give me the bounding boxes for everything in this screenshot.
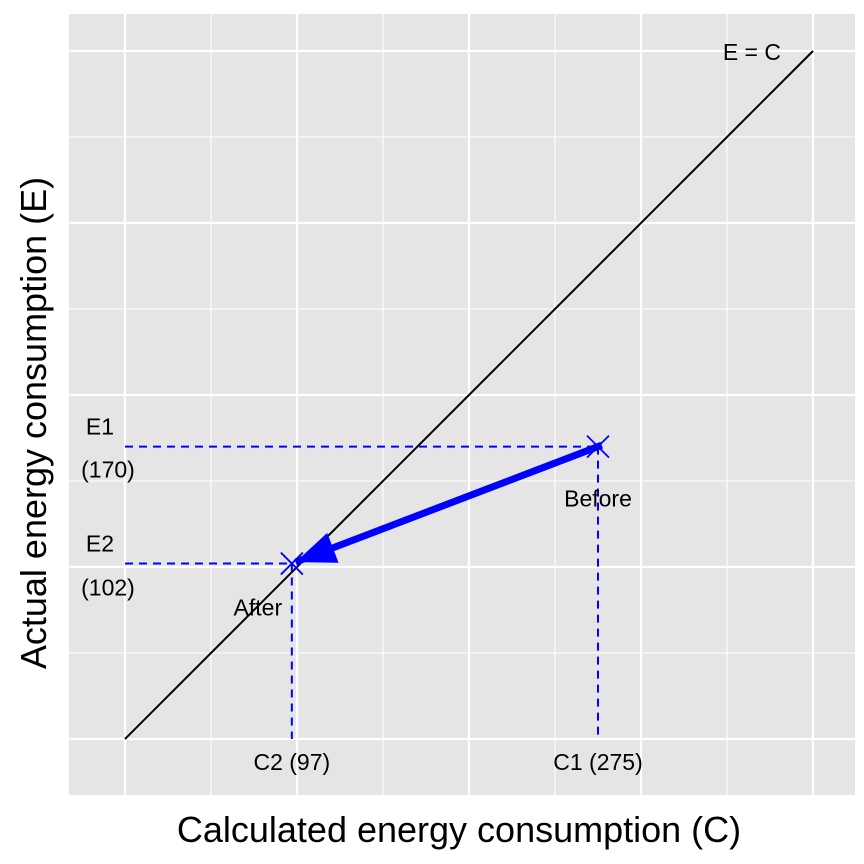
point-markers [280, 434, 610, 576]
y-tick-value-e1: (170) [81, 457, 135, 483]
x-tick-label-c2: C2 (97) [253, 749, 330, 775]
point-marker-before [586, 434, 610, 459]
grid-lines [69, 14, 855, 795]
point-marker-after [280, 551, 304, 576]
change-arrow [294, 441, 603, 566]
after-label: After [234, 595, 283, 621]
x-axis-title: Calculated energy consumption (C) [177, 809, 741, 850]
marker-stroke [586, 434, 610, 459]
marker-stroke [280, 551, 304, 576]
guide-lines [125, 445, 599, 739]
y-axis-title: Actual energy consumption (E) [13, 177, 54, 669]
reference-line-e-equals-c [124, 50, 814, 740]
x-tick-label-c1: C1 (275) [553, 749, 642, 775]
y-tick-label-e1: E1 [86, 414, 114, 440]
y-tick-value-e2: (102) [81, 575, 135, 601]
reference-line-label: E = C [723, 39, 781, 65]
y-tick-label-e2: E2 [86, 531, 114, 557]
before-label: Before [564, 486, 632, 512]
